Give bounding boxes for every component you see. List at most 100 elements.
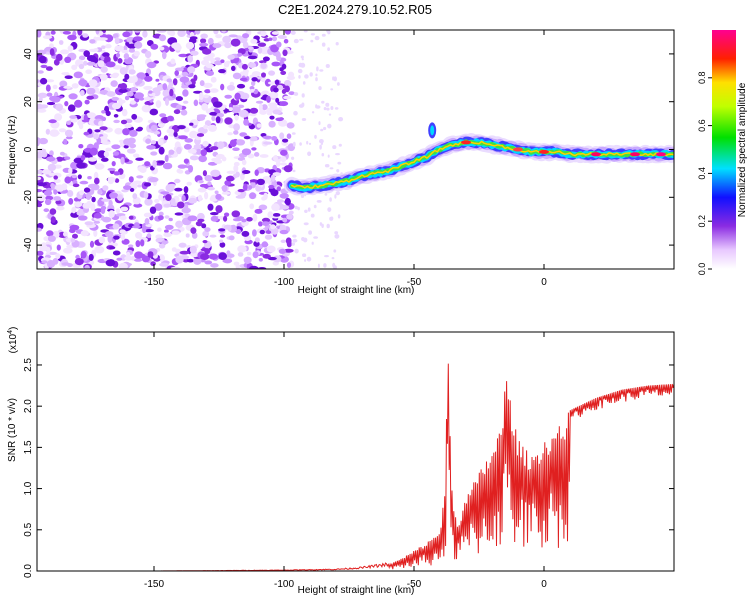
noise-blob [162, 51, 167, 60]
noise-blob [275, 117, 284, 122]
noise-blob [154, 203, 163, 211]
noise-blob [204, 120, 212, 127]
noise-blob [164, 229, 169, 233]
noise-blob [48, 251, 58, 255]
noise-blob [37, 169, 44, 175]
noise-blob [236, 83, 246, 89]
noise-blob [84, 221, 94, 226]
noise-blob [179, 250, 190, 255]
noise-blob [261, 221, 270, 227]
noise-blob [105, 110, 111, 117]
noise-blob [174, 70, 179, 76]
noise-blob [150, 151, 158, 156]
noise-blob [193, 74, 198, 82]
noise-blob [252, 213, 258, 222]
noise-blob [174, 212, 184, 216]
noise-blob [207, 181, 212, 186]
noise-blob [196, 133, 205, 137]
noise-blob [80, 154, 86, 161]
noise-blob [64, 129, 74, 137]
noise-blob [220, 59, 225, 63]
noise-blob [218, 252, 227, 260]
noise-blob [235, 264, 240, 269]
ridge-band [291, 140, 674, 189]
top-x-axis-label: Height of straight line (km) [298, 285, 415, 296]
noise-blob [249, 203, 255, 210]
noise-blob [84, 99, 90, 105]
noise-blob [222, 258, 233, 264]
noise-blob [228, 107, 233, 112]
noise-blob [259, 109, 267, 115]
noise-blob [64, 176, 72, 184]
noise-blob [37, 103, 44, 111]
noise-blob [327, 154, 330, 158]
bottom-x-tick-label: -150 [144, 579, 164, 590]
y-multiplier: (x104) [7, 327, 19, 354]
noise-blob [233, 123, 241, 131]
noise-blob [311, 111, 315, 114]
noise-blob [254, 208, 263, 214]
noise-blob [286, 122, 295, 129]
noise-blob [58, 128, 67, 133]
noise-blob [37, 182, 48, 187]
noise-blob [158, 211, 164, 217]
noise-blob [182, 89, 189, 97]
noise-blob [207, 37, 214, 45]
ridge-band [290, 139, 674, 190]
noise-blob [183, 143, 192, 150]
noise-blob [149, 108, 159, 116]
noise-blob [154, 198, 160, 203]
noise-blob [243, 136, 251, 140]
noise-blob [207, 186, 215, 191]
noise-blob [215, 193, 222, 200]
noise-blob [77, 30, 83, 36]
noise-blob [197, 187, 207, 193]
noise-blob [108, 210, 115, 218]
bottom-y-axis-label: SNR (10 * v/v) [7, 398, 18, 462]
noise-blob [247, 153, 255, 159]
noise-blob [135, 81, 140, 86]
noise-blob [112, 223, 120, 230]
noise-blob [237, 189, 245, 193]
noise-blob [88, 79, 98, 87]
noise-blob [90, 203, 96, 211]
colorbar-ticks: 0.0 0.2 0.4 0.6 0.8 [697, 72, 712, 275]
noise-blob [273, 87, 279, 93]
noise-blob [231, 65, 236, 72]
noise-blob [142, 225, 147, 234]
noise-blob [88, 253, 94, 261]
noise-blob [319, 69, 324, 72]
noise-blob [233, 161, 240, 167]
noise-blob [279, 67, 284, 72]
noise-blob [256, 123, 262, 128]
noise-blob [261, 72, 266, 78]
noise-blob [170, 58, 176, 65]
noise-blob [100, 66, 108, 73]
noise-blob [215, 116, 221, 124]
noise-blob [288, 71, 295, 78]
noise-blob [300, 62, 306, 68]
noise-blob [231, 210, 241, 218]
noise-blob [121, 189, 129, 193]
noise-blob [114, 37, 120, 45]
noise-blob [136, 175, 144, 179]
noise-blob [259, 229, 265, 235]
noise-blob [249, 192, 257, 200]
noise-blob [272, 213, 281, 217]
noise-blob [157, 160, 165, 164]
noise-blob [205, 63, 214, 69]
noise-blob [286, 262, 292, 268]
noise-blob [203, 94, 209, 99]
noise-blob [185, 41, 195, 50]
noise-blob [141, 104, 151, 113]
noise-blob [163, 232, 172, 238]
noise-blob [187, 148, 197, 154]
noise-blob [101, 198, 111, 202]
noise-blob [157, 215, 164, 221]
noise-blob [242, 33, 250, 39]
noise-blob [269, 91, 279, 99]
noise-blob [181, 71, 189, 77]
noise-blob [45, 128, 51, 135]
noise-blob [280, 70, 287, 75]
noise-blob [120, 206, 129, 212]
